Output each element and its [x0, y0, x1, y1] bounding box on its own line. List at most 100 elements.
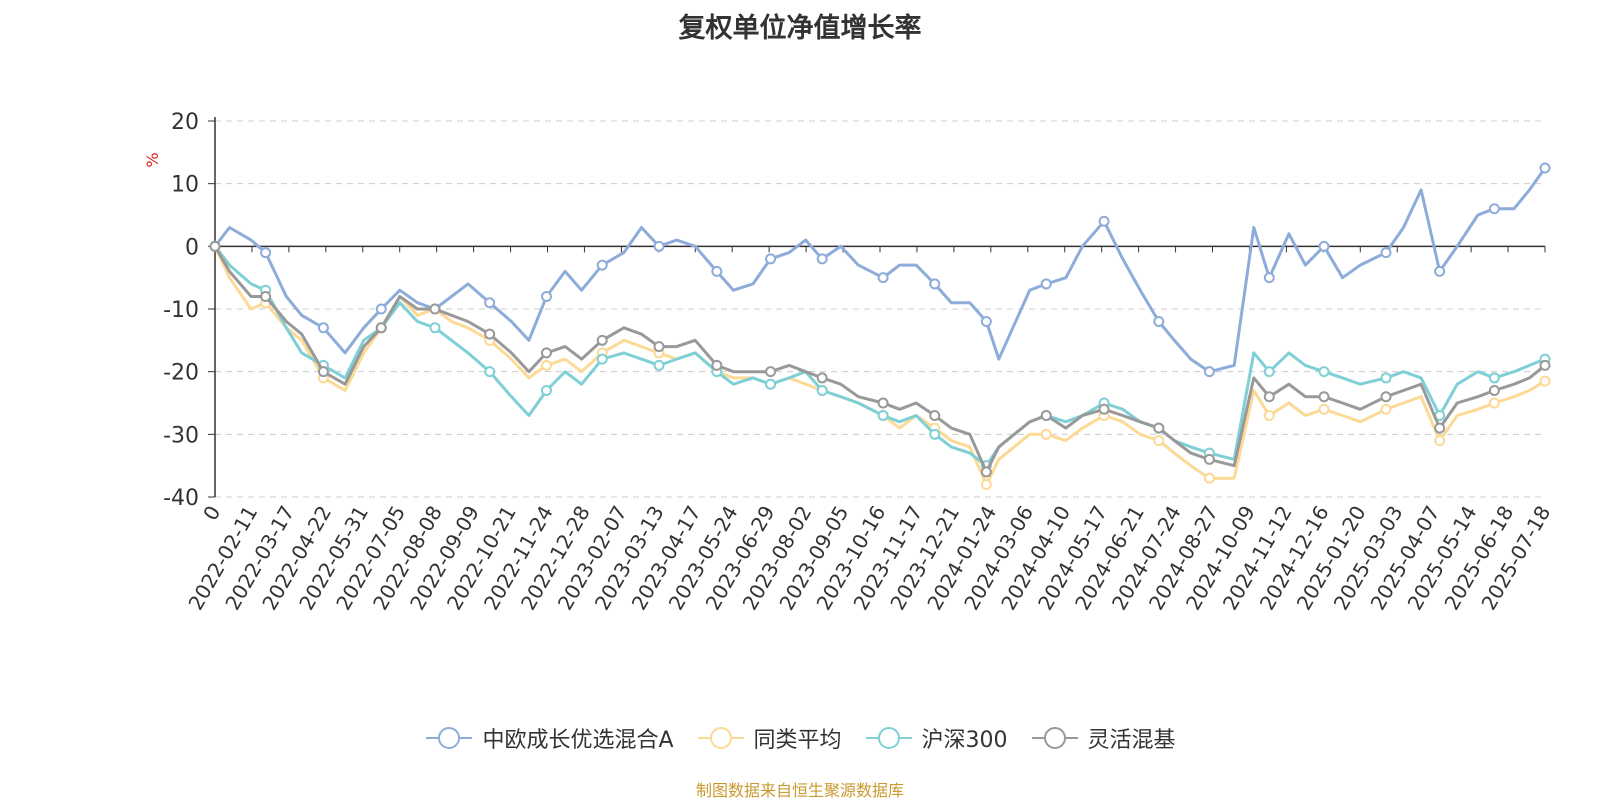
data-point — [929, 410, 941, 422]
y-tick-label: -40 — [163, 486, 199, 511]
series-layer — [209, 162, 1551, 490]
data-point — [1263, 366, 1275, 378]
data-point — [484, 366, 496, 378]
legend-item[interactable]: 同类平均 — [696, 722, 842, 754]
legend-swatch-icon — [865, 727, 912, 749]
y-tick-label: -30 — [163, 423, 199, 448]
data-point — [711, 359, 723, 371]
data-point — [980, 316, 992, 328]
chart-title: 复权单位净值增长率 — [678, 13, 922, 44]
data-point — [1380, 247, 1392, 259]
data-point — [1380, 372, 1392, 384]
data-point — [653, 240, 665, 252]
data-point — [929, 428, 941, 440]
data-point — [1434, 422, 1446, 434]
y-tick-label: -20 — [163, 361, 199, 386]
data-point — [1153, 422, 1165, 434]
data-point — [1318, 403, 1330, 415]
data-point — [711, 265, 723, 277]
data-point — [596, 353, 608, 365]
data-point — [1203, 453, 1215, 465]
data-point — [1040, 428, 1052, 440]
legend-item[interactable]: 沪深300 — [864, 722, 1008, 754]
data-point — [1539, 359, 1551, 371]
data-point — [765, 253, 777, 265]
data-point — [260, 247, 272, 259]
data-point — [1318, 391, 1330, 403]
legend-item[interactable]: 灵活混基 — [1030, 722, 1176, 754]
legend-swatch-icon — [1031, 727, 1078, 749]
y-tick-label: 20 — [171, 110, 199, 135]
data-point — [1380, 391, 1392, 403]
legend-swatch-icon — [426, 727, 473, 749]
y-axis-unit-label: % — [143, 152, 162, 167]
grid-layer — [215, 120, 1545, 498]
y-tick-label: -10 — [163, 298, 199, 323]
data-point — [317, 322, 329, 334]
data-point — [375, 303, 387, 315]
data-point — [1488, 397, 1500, 409]
data-point — [765, 366, 777, 378]
legend-item[interactable]: 中欧成长优选混合A — [424, 722, 674, 754]
data-point — [980, 478, 992, 490]
data-point — [484, 297, 496, 309]
data-point — [540, 347, 552, 359]
data-point — [1539, 375, 1551, 387]
data-point — [1203, 366, 1215, 378]
chart-legend: 中欧成长优选混合A 同类平均 沪深300 灵活混基 — [0, 722, 1600, 754]
data-point — [1318, 366, 1330, 378]
data-point — [1203, 472, 1215, 484]
data-point — [484, 328, 496, 340]
legend-swatch-icon — [697, 727, 744, 749]
data-point — [429, 322, 441, 334]
data-point — [816, 384, 828, 396]
y-tick-label: 10 — [171, 173, 199, 198]
data-point — [816, 372, 828, 384]
data-point — [540, 359, 552, 371]
x-tick-label: 0 — [198, 502, 225, 525]
data-point — [1488, 203, 1500, 215]
data-point — [1539, 162, 1551, 174]
data-point — [260, 290, 272, 302]
data-point — [540, 384, 552, 396]
legend-label: 沪深300 — [921, 728, 1008, 753]
data-point — [1153, 316, 1165, 328]
data-point — [1318, 240, 1330, 252]
data-point — [653, 359, 665, 371]
data-point — [877, 410, 889, 422]
data-point — [653, 341, 665, 353]
data-point — [1434, 435, 1446, 447]
data-point — [929, 278, 941, 290]
data-point — [1153, 435, 1165, 447]
data-point — [1434, 265, 1446, 277]
data-point — [540, 290, 552, 302]
legend-label: 灵活混基 — [1087, 728, 1176, 753]
data-point — [1263, 391, 1275, 403]
data-point — [1040, 410, 1052, 422]
data-point — [765, 378, 777, 390]
data-point — [1098, 403, 1110, 415]
data-point — [980, 466, 992, 478]
legend-label: 同类平均 — [753, 728, 842, 753]
data-point — [317, 366, 329, 378]
data-point — [1488, 384, 1500, 396]
data-point — [375, 322, 387, 334]
data-point — [816, 253, 828, 265]
series-line-0 — [213, 167, 1547, 374]
data-source-note: 制图数据来自恒生聚源数据库 — [695, 781, 904, 800]
data-point — [877, 272, 889, 284]
data-point — [1040, 278, 1052, 290]
data-point — [1263, 410, 1275, 422]
data-point — [1380, 403, 1392, 415]
axis-layer: 20100-10-20-30-4002022-02-112022-03-1720… — [163, 110, 1555, 614]
data-point — [596, 334, 608, 346]
data-point — [1488, 372, 1500, 384]
y-tick-label: 0 — [185, 235, 199, 260]
data-point — [596, 259, 608, 271]
data-point — [1098, 215, 1110, 227]
data-point — [209, 240, 221, 252]
data-point — [429, 303, 441, 315]
legend-label: 中欧成长优选混合A — [482, 728, 674, 753]
data-point — [1263, 272, 1275, 284]
